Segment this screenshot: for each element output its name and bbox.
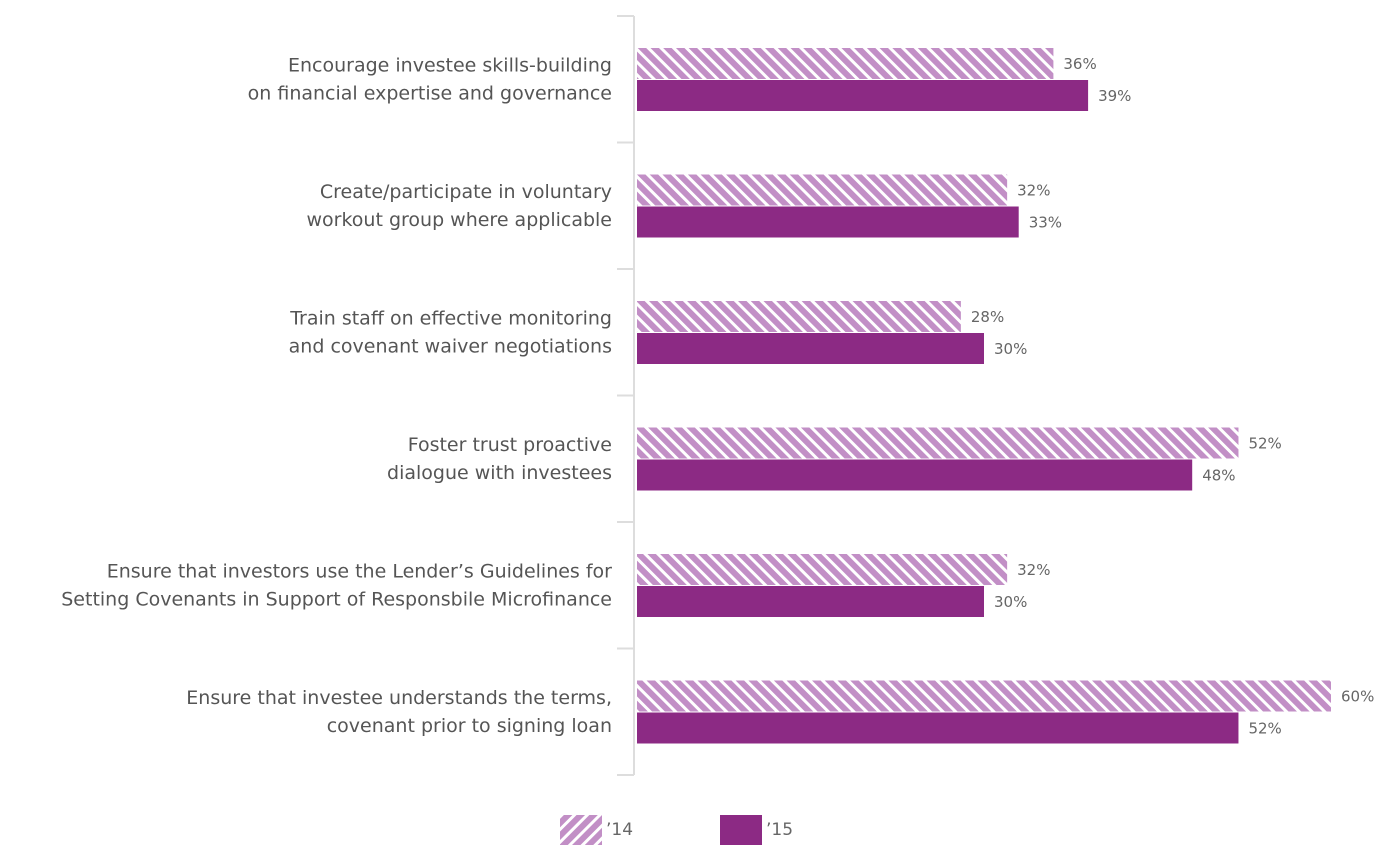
value-label: 52% — [1248, 720, 1281, 738]
bar — [637, 554, 1008, 585]
category-label: Foster trust proactive dialogue with inve… — [387, 434, 612, 484]
category-label-line: Ensure that investee understands the ter… — [186, 687, 612, 709]
category-label-line: Foster trust proactive — [408, 434, 612, 456]
category-label-line: and covenant waiver negotiations — [289, 335, 612, 357]
bar — [637, 80, 1089, 111]
bar — [637, 174, 1008, 206]
legend-label: ’14 — [606, 820, 633, 840]
value-label: 60% — [1341, 688, 1374, 706]
value-label: 28% — [971, 308, 1004, 326]
legend-label: ’15 — [766, 820, 793, 840]
bar — [637, 459, 1193, 491]
category-label-line: dialogue with investees — [387, 462, 612, 484]
category-label: Create/participate in voluntary workout g… — [306, 181, 612, 231]
category-label: Encourage investee skills-building on fin… — [248, 54, 612, 104]
value-label: 30% — [994, 340, 1027, 358]
bar — [637, 586, 984, 617]
value-label: 30% — [994, 593, 1027, 611]
bar — [637, 712, 1239, 744]
category-label-line: Encourage investee skills-building — [288, 54, 612, 76]
category-label-line: covenant prior to signing loan — [327, 715, 612, 737]
bar — [637, 333, 984, 364]
value-label: 32% — [1017, 182, 1050, 200]
category-label-line: Train staff on effective monitoring — [289, 307, 612, 329]
category-label: Ensure that investors use the Lender’s G… — [61, 560, 612, 610]
bar — [637, 427, 1239, 459]
value-label: 36% — [1063, 55, 1096, 73]
value-label: 52% — [1248, 435, 1281, 453]
value-label: 33% — [1029, 214, 1062, 232]
value-label: 32% — [1017, 561, 1050, 579]
category-label: Ensure that investee understands the ter… — [186, 687, 612, 737]
category-label: Train staff on effective monitoring and c… — [289, 307, 612, 357]
value-label: 48% — [1202, 467, 1235, 485]
bar — [637, 48, 1054, 79]
bar — [637, 301, 961, 332]
category-label-line: Ensure that investors use the Lender’s G… — [107, 560, 612, 582]
category-label-line: workout group where applicable — [306, 209, 612, 231]
legend-swatch — [720, 815, 762, 845]
category-label-line: Create/participate in voluntary — [320, 181, 612, 203]
bar — [637, 680, 1331, 712]
category-label-line: on financial expertise and governance — [248, 82, 612, 104]
value-label: 39% — [1098, 87, 1131, 105]
legend-swatch — [560, 815, 602, 845]
bar — [637, 206, 1019, 238]
category-label-line: Setting Covenants in Support of Responsb… — [61, 588, 612, 610]
